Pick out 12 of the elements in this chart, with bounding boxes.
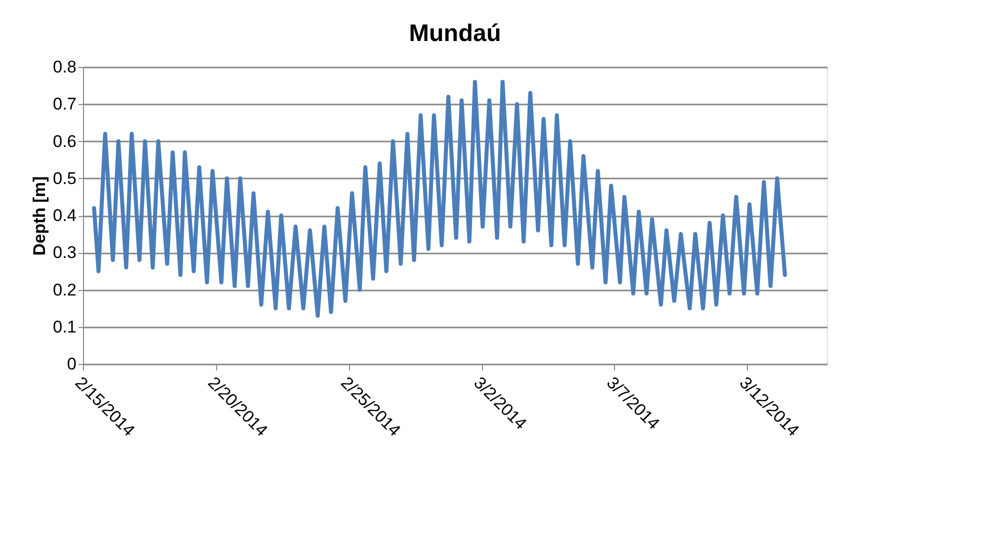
y-tick-label: 0.4	[52, 206, 76, 225]
y-tick-label: 0.3	[52, 243, 76, 262]
y-axis-title: Depth [m]	[30, 176, 49, 256]
y-tick-label: 0.8	[52, 58, 76, 76]
y-tick-label: 0.5	[52, 168, 76, 188]
y-tick-label: 0.1	[52, 317, 76, 336]
y-tick-label: 0.2	[52, 280, 76, 300]
y-tick-label: 0.6	[52, 132, 76, 151]
chart-title: Mundaú	[409, 20, 501, 47]
y-tick-label: 0	[67, 354, 76, 374]
y-tick-label: 0.7	[52, 94, 76, 114]
line-series	[92, 80, 787, 318]
